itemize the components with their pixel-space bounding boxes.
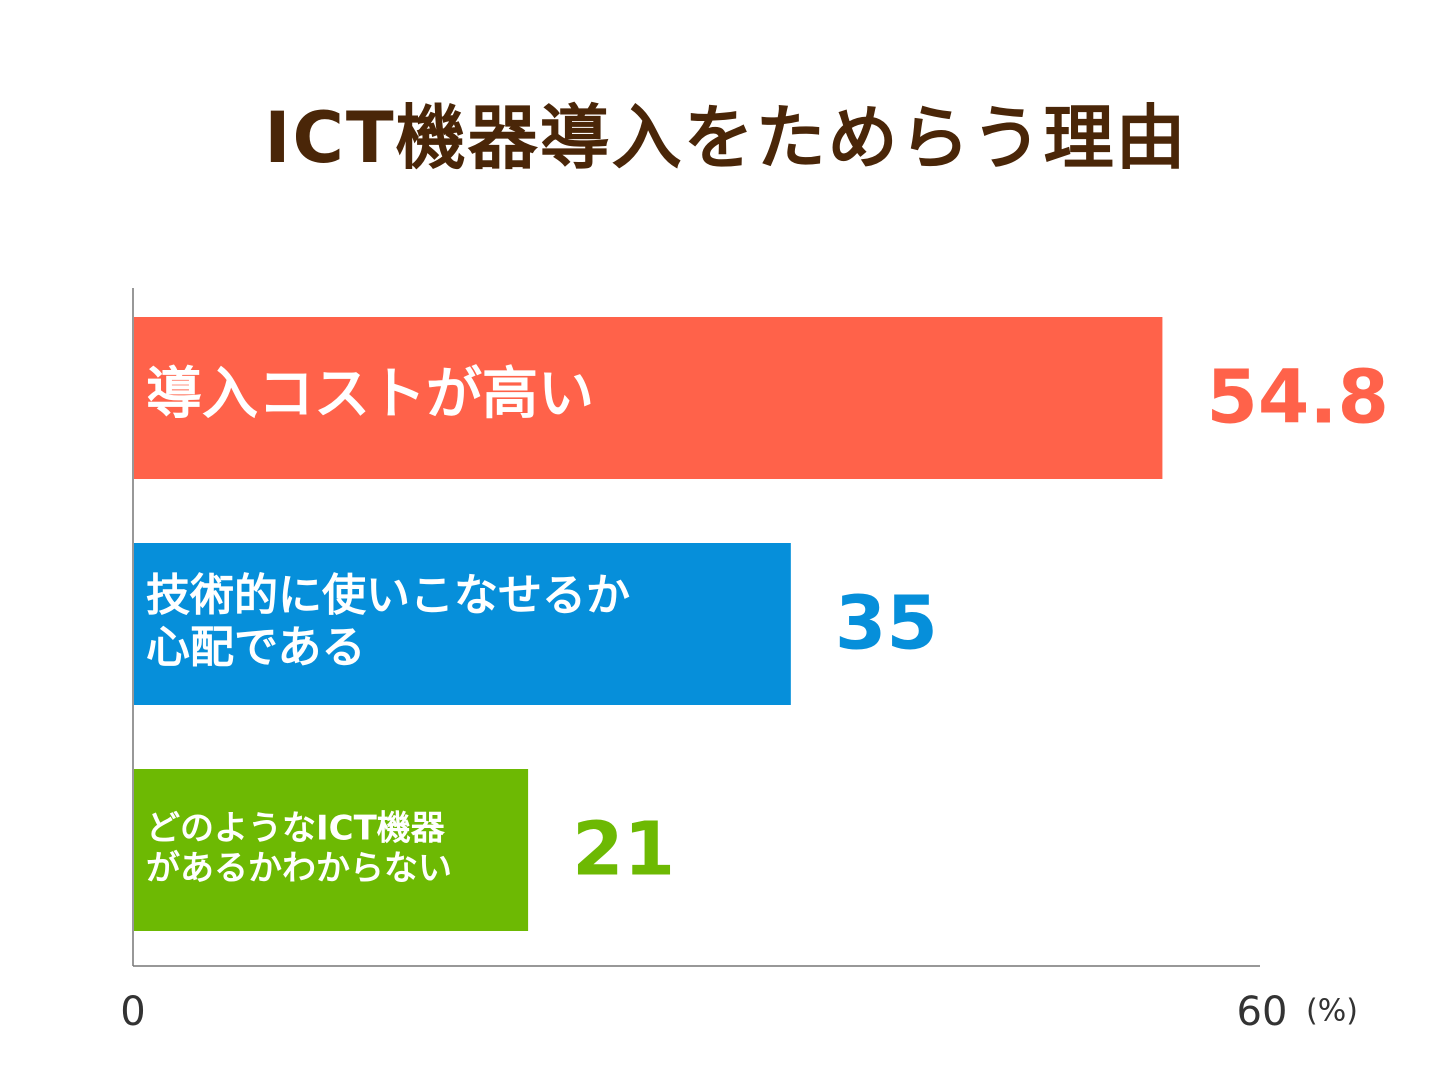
- x-tick-label-max: 60: [1237, 989, 1288, 1035]
- category-label-3-line-2: があるかわからない: [146, 849, 452, 889]
- category-label-1-line-1: 導入コストが高い: [146, 362, 594, 427]
- bar-2: [134, 543, 791, 705]
- category-label-3-line-1: どのようなICT機器: [146, 808, 446, 848]
- x-tick-label-min: 0: [120, 989, 145, 1035]
- value-label-3: 21: [572, 807, 675, 893]
- category-label-2-line-1: 技術的に使いこなせるか: [146, 570, 630, 621]
- value-label-1: 54.8: [1206, 355, 1389, 441]
- category-label-2-line-2: 心配である: [146, 622, 366, 673]
- x-axis-unit-label: (%): [1306, 994, 1358, 1029]
- bar-3: [134, 769, 529, 931]
- value-label-2: 35: [835, 581, 938, 667]
- bar-1: [134, 317, 1163, 479]
- chart-title: ICT機器導入をためらう理由: [264, 97, 1188, 179]
